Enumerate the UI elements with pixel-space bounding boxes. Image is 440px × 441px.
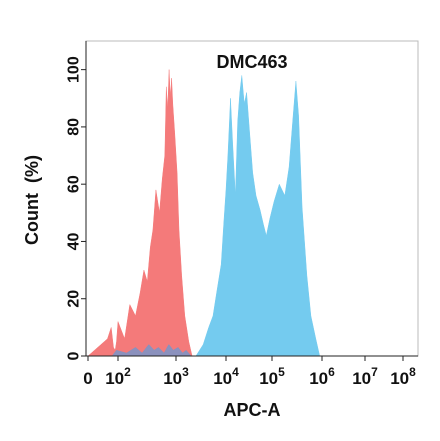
y-axis-label: Count (%) — [22, 155, 42, 245]
x-tick-label: 108 — [390, 365, 416, 388]
x-axis-label: APC-A — [224, 400, 281, 420]
x-tick-label: 0 — [83, 369, 92, 388]
y-tick-label: 40 — [66, 232, 83, 250]
x-tick-label: 105 — [259, 365, 285, 388]
x-tick-label: 103 — [163, 365, 189, 388]
series-layer — [87, 69, 321, 357]
x-tick-label: 106 — [309, 365, 335, 388]
y-tick-label: 80 — [66, 118, 83, 136]
x-ticks: 0 102 103 104 105 106 107 108 — [83, 356, 416, 388]
y-tick-label: 0 — [66, 351, 83, 360]
histogram-series-3 — [111, 344, 192, 357]
y-tick-label: 60 — [66, 175, 83, 193]
x-tick-label: 102 — [105, 365, 131, 388]
x-tick-label: 107 — [352, 365, 378, 388]
chart-title: DMC463 — [216, 52, 287, 72]
x-tick-label: 104 — [213, 365, 239, 388]
y-tick-label: 100 — [66, 56, 83, 83]
y-ticks: 0 20 40 60 80 100 — [66, 56, 86, 360]
histogram-series-1 — [87, 69, 193, 357]
y-tick-label: 20 — [66, 290, 83, 308]
histogram-series-2 — [195, 75, 321, 357]
